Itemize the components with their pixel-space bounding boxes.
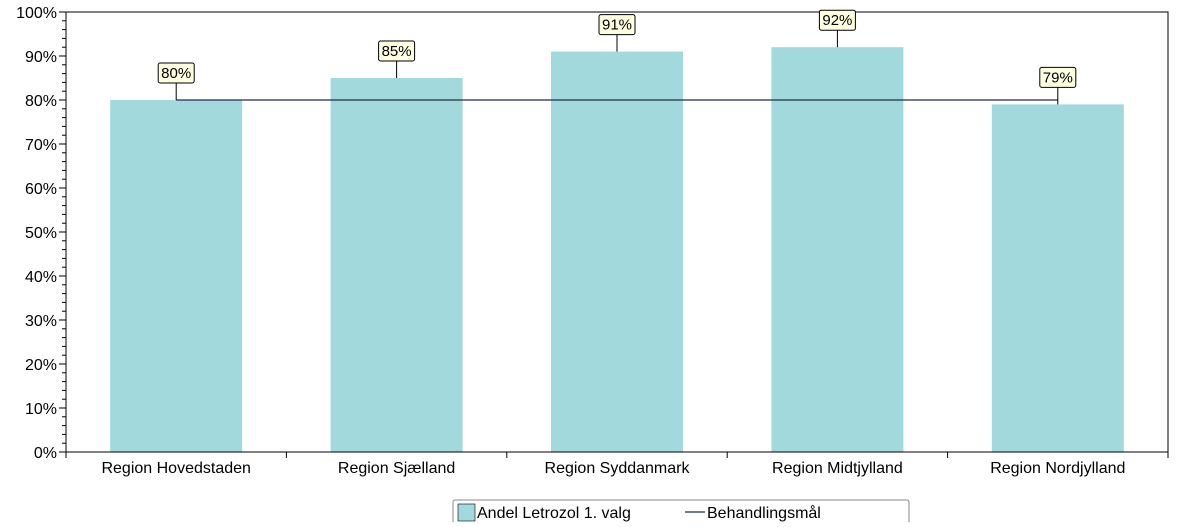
y-tick-label: 0% [34,445,57,462]
bar [551,51,683,452]
data-label-box [157,62,195,84]
y-tick-label: 20% [25,357,57,374]
y-tick-label: 100% [16,5,57,22]
data-label-box [378,40,416,62]
bar [771,47,904,452]
x-tick-label: Region Syddanmark [545,460,691,477]
bar [330,78,463,452]
data-label-box [818,9,856,31]
data-label: 79% [1043,69,1073,86]
x-tick-label: Region Nordjylland [990,460,1125,477]
bar [991,104,1124,453]
data-label-box [598,14,636,36]
legend-swatch-bar [457,503,476,522]
data-label-box [1039,66,1077,88]
legend-label: Andel Letrozol 1. valg [477,505,631,522]
x-tick-label: Region Hovedstaden [101,460,250,477]
y-tick-label: 30% [25,313,57,330]
legend-box [452,499,910,527]
data-label: 80% [161,65,191,82]
data-label: 92% [822,12,852,29]
y-tick-label: 40% [25,269,57,286]
plot-frame [66,11,1169,452]
y-tick-label: 90% [25,49,57,66]
data-label: 85% [382,43,412,60]
y-tick-label: 50% [25,225,57,242]
y-tick-label: 80% [25,93,57,110]
y-tick-label: 70% [25,137,57,154]
y-tick-label: 10% [25,401,57,418]
x-tick-label: Region Sjælland [338,460,455,477]
x-tick-label: Region Midtjylland [772,460,903,477]
bar [110,100,243,452]
y-tick-label: 60% [25,181,57,198]
legend-label: Behandlingsmål [707,504,821,522]
data-label: 91% [602,17,632,34]
